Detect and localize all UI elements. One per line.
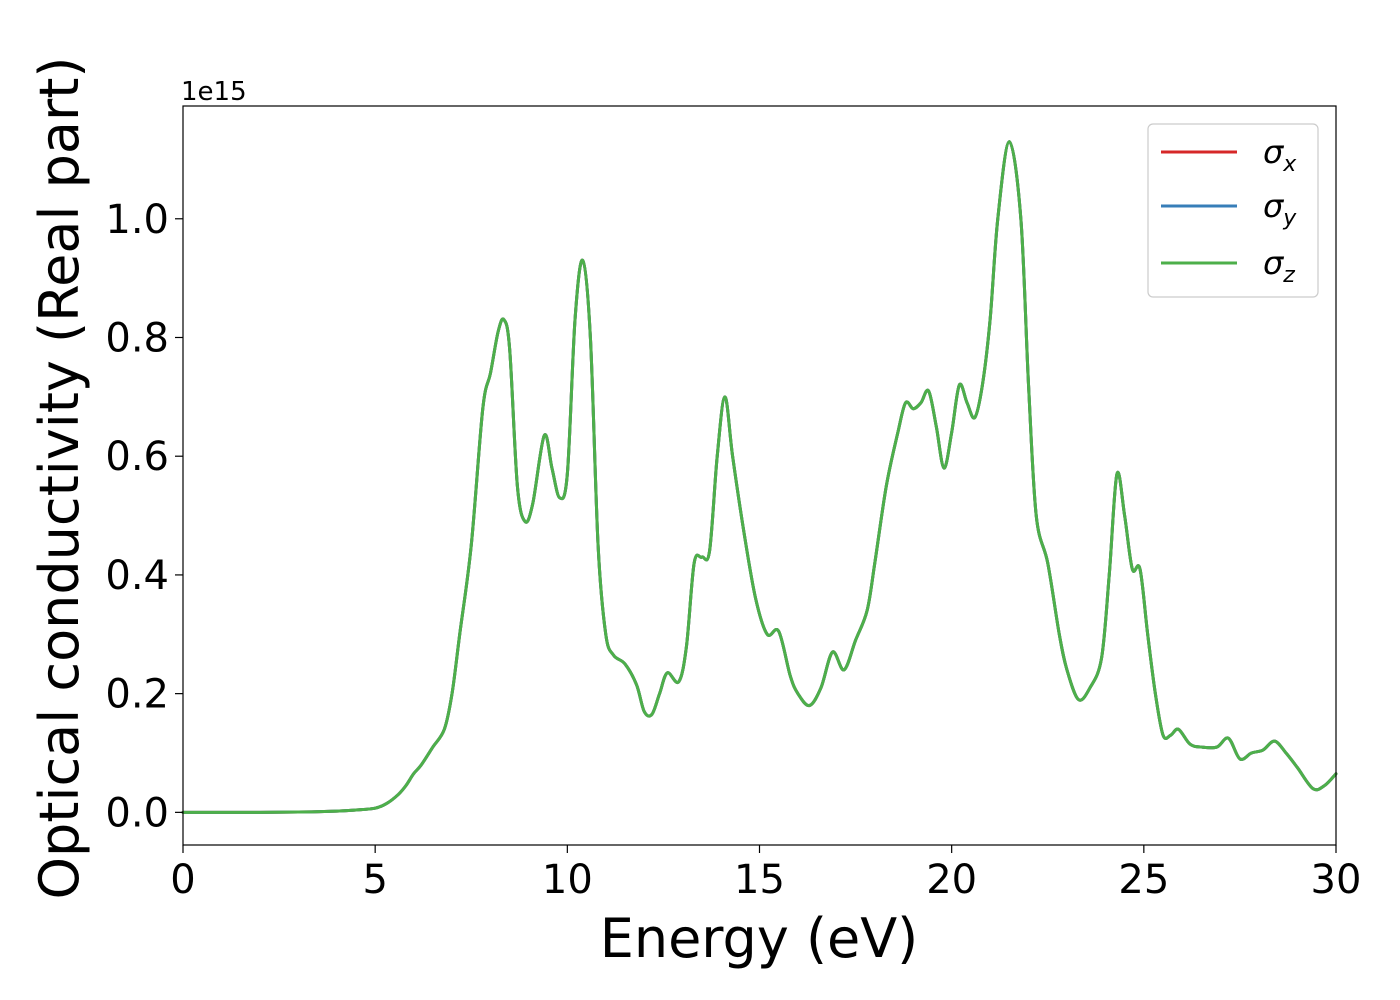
x-tick-label: 20 — [926, 857, 977, 903]
y-tick-label: 0.4 — [105, 553, 169, 599]
legend-box — [1147, 123, 1319, 298]
y-offset-label: 1e15 — [181, 77, 247, 107]
x-tick-label: 0 — [170, 857, 195, 903]
x-axis: 0 5 10 15 20 25 30 — [170, 845, 1361, 903]
y-tick-label: 0.8 — [105, 315, 169, 361]
y-tick-label: 1.0 — [105, 197, 169, 243]
x-axis-label: Energy (eV) — [600, 907, 919, 970]
series-layer — [181, 140, 1338, 814]
y-axis-label: Optical conductivity (Real part) — [28, 57, 91, 900]
x-tick-label: 30 — [1311, 857, 1362, 903]
y-tick-label: 0.2 — [105, 672, 169, 718]
x-tick-label: 5 — [362, 857, 387, 903]
y-tick-label: 0.6 — [105, 434, 169, 480]
x-tick-label: 10 — [542, 857, 593, 903]
y-axis: 0.0 0.2 0.4 0.6 0.8 1.0 — [105, 197, 183, 836]
x-tick-label: 25 — [1118, 857, 1169, 903]
y-tick-label: 0.0 — [105, 790, 169, 836]
x-tick-label: 15 — [734, 857, 785, 903]
series-line-z — [181, 140, 1338, 814]
